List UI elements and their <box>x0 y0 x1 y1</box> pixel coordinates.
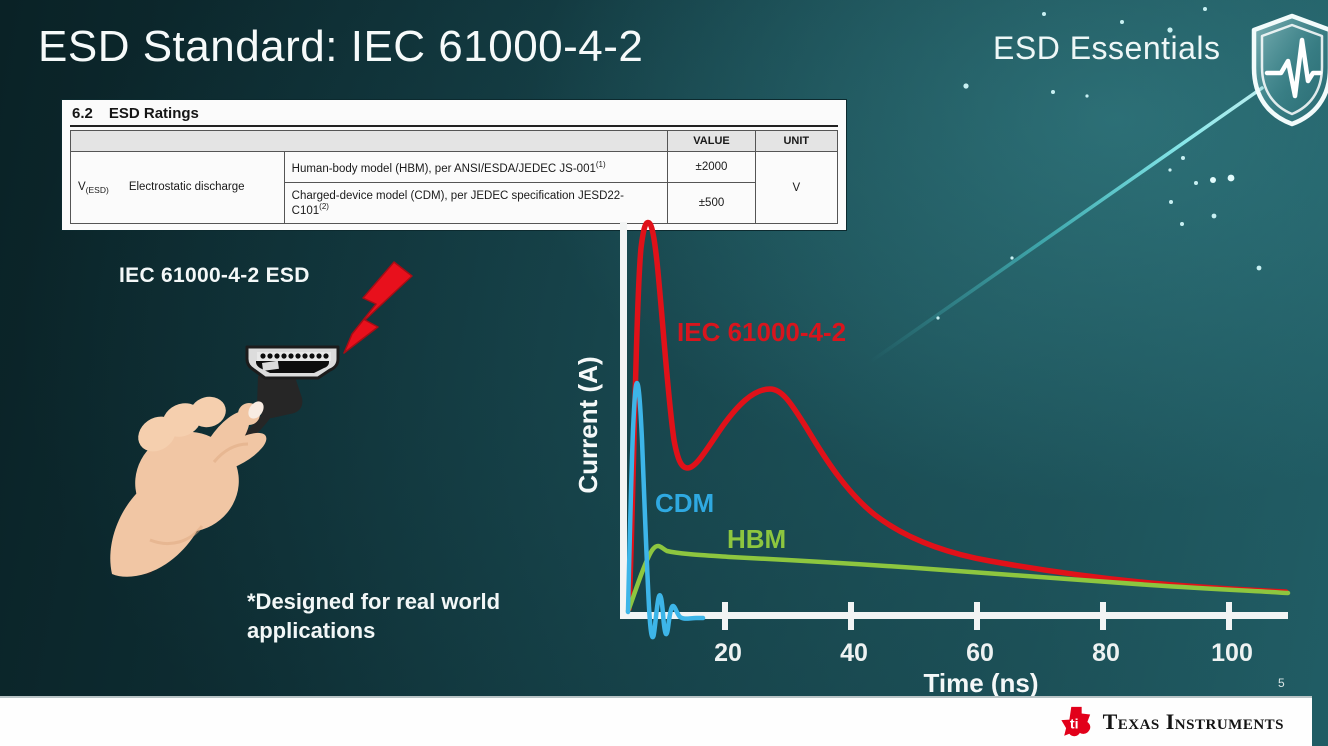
esd-waveform-chart: IEC 61000-4-2 CDM HBM 20 40 60 80 100 Ti… <box>573 219 1291 698</box>
test-description-cell: Human-body model (HBM), per ANSI/ESDA/JE… <box>283 151 669 183</box>
test-description-cell: Charged-device model (CDM), per JEDEC sp… <box>283 182 669 224</box>
test-description: Human-body model (HBM), per ANSI/ESDA/JE… <box>291 162 596 175</box>
illustration-caption: IEC 61000-4-2 ESD <box>119 264 310 287</box>
iec-curve-label: IEC 61000-4-2 <box>677 317 846 347</box>
x-axis <box>620 612 1288 619</box>
x-tick-label: 40 <box>840 639 868 667</box>
value-cell: ±500 <box>667 182 756 224</box>
parameter-name: Electrostatic discharge <box>128 180 245 193</box>
brand-name: Texas Instruments <box>1102 709 1284 734</box>
header-empty-cell <box>69 130 669 152</box>
iec-curve <box>626 219 1289 612</box>
hand <box>110 396 267 577</box>
x-tick-label: 60 <box>966 639 994 667</box>
footer-bar: ti Texas Instruments <box>0 696 1312 746</box>
esd-strike-illustration <box>110 261 413 577</box>
parameter-cell: V(ESD) Electrostatic discharge <box>70 151 285 224</box>
x-tick-label: 20 <box>714 639 742 667</box>
program-title: ESD Essentials <box>993 30 1221 66</box>
table-header-row: VALUE UNIT <box>69 130 839 152</box>
lightning-bolt-icon <box>343 261 413 354</box>
header-unit: UNIT <box>754 130 839 152</box>
cdm-curve-label: CDM <box>655 488 714 518</box>
table-section-heading: 6.2 ESD Ratings <box>70 103 838 127</box>
hbm-curve-label: HBM <box>727 524 786 554</box>
header-value: VALUE <box>667 130 756 152</box>
unit-cell: V <box>754 151 839 224</box>
esd-ratings-table: VALUE UNIT V(ESD) Electrostatic discharge… <box>69 130 839 224</box>
footnote-ref: (2) <box>319 201 329 211</box>
parameter-symbol: V <box>78 180 86 193</box>
esd-shield-pulse-icon <box>1251 13 1328 127</box>
parameter-symbol-subscript: (ESD) <box>85 184 109 195</box>
ti-logo-icon: ti <box>1060 706 1090 737</box>
page-number: 5 <box>1278 676 1285 690</box>
test-description: Charged-device model (CDM), per JEDEC sp… <box>291 189 624 217</box>
footnote-text: *Designed for real world applications <box>247 589 501 644</box>
y-axis <box>620 222 627 618</box>
table-row: V(ESD) Electrostatic discharge Human-body… <box>70 151 839 224</box>
value-cell: ±2000 <box>667 151 756 183</box>
svg-text:ti: ti <box>1069 717 1078 733</box>
table-section-number: 6.2 <box>72 105 93 122</box>
x-tick-label: 100 <box>1211 639 1253 667</box>
x-axis-title: Time (ns) <box>923 668 1038 698</box>
hdmi-connector-icon <box>245 345 340 380</box>
x-axis-ticks <box>722 602 1232 630</box>
table-row: Charged-device model (CDM), per JEDEC sp… <box>71 182 838 224</box>
connector-stem <box>257 368 303 419</box>
y-axis-title: Current (A) <box>573 356 603 493</box>
esd-ratings-table-card: 6.2 ESD Ratings VALUE UNIT V(ESD) Electro… <box>62 100 846 230</box>
x-tick-label: 80 <box>1092 639 1120 667</box>
page-title: ESD Standard: IEC 61000-4-2 <box>38 22 644 71</box>
cdm-curve <box>625 380 706 640</box>
fingernail <box>248 401 264 419</box>
table-section-title: ESD Ratings <box>108 105 199 122</box>
hbm-curve <box>625 543 1291 614</box>
footnote-ref: (1) <box>595 159 606 169</box>
